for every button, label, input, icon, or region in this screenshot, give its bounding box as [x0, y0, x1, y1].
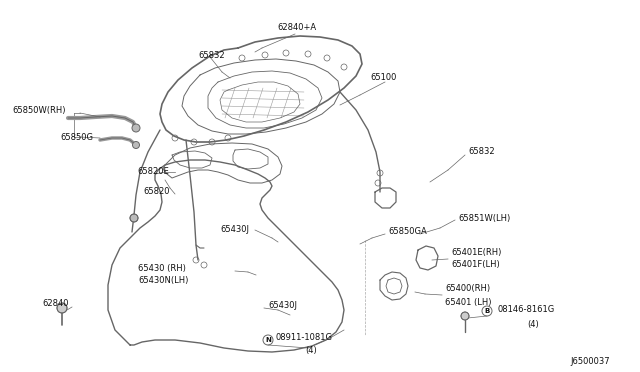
Text: 65832: 65832: [198, 51, 225, 60]
Text: J6500037: J6500037: [570, 357, 610, 366]
Text: 65401E(RH): 65401E(RH): [451, 247, 501, 257]
Text: 62840: 62840: [42, 298, 68, 308]
Circle shape: [461, 312, 469, 320]
Text: 65832: 65832: [468, 148, 495, 157]
Text: 65400(RH): 65400(RH): [445, 283, 490, 292]
Text: 65430N(LH): 65430N(LH): [138, 276, 188, 285]
Circle shape: [57, 303, 67, 313]
Text: B: B: [484, 308, 490, 314]
Text: 65851W(LH): 65851W(LH): [458, 214, 510, 222]
Circle shape: [132, 124, 140, 132]
Text: 65401F(LH): 65401F(LH): [451, 260, 500, 269]
Text: 65820: 65820: [143, 187, 170, 196]
Text: 65430J: 65430J: [220, 225, 249, 234]
Text: (4): (4): [305, 346, 317, 356]
Text: (4): (4): [527, 321, 539, 330]
Text: 08146-8161G: 08146-8161G: [498, 305, 556, 314]
Circle shape: [130, 214, 138, 222]
Text: 62840+A: 62840+A: [277, 23, 317, 32]
Text: 65850GA: 65850GA: [388, 228, 427, 237]
Text: 65820E: 65820E: [137, 167, 169, 176]
Text: 65430 (RH): 65430 (RH): [138, 263, 186, 273]
Text: 65430J: 65430J: [268, 301, 297, 310]
Text: 65850W(RH): 65850W(RH): [12, 106, 65, 115]
Text: 65850G: 65850G: [60, 132, 93, 141]
Text: 65401 (LH): 65401 (LH): [445, 298, 492, 307]
Text: 08911-1081G: 08911-1081G: [276, 333, 333, 341]
Text: 65100: 65100: [370, 74, 396, 83]
Circle shape: [132, 141, 140, 148]
Text: N: N: [265, 337, 271, 343]
